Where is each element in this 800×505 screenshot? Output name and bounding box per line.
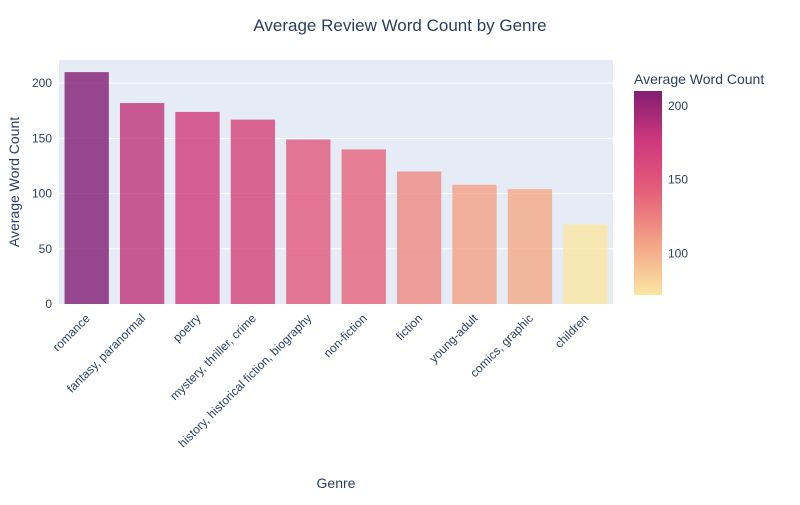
colorbar-tick-label: 200	[668, 99, 688, 113]
bar[interactable]	[286, 139, 331, 304]
bar[interactable]	[563, 224, 608, 304]
bar[interactable]	[396, 171, 442, 304]
y-axis-title: Average Word Count	[6, 117, 22, 247]
bar[interactable]	[341, 149, 386, 304]
bar[interactable]	[507, 189, 553, 304]
colorbar-ticks: 100 150 200	[668, 99, 688, 261]
y-tick-label: 150	[32, 131, 52, 145]
colorbar-tick-label: 100	[668, 247, 688, 261]
bars	[64, 72, 608, 305]
colorbar: Average Word Count 100 150 200	[634, 71, 764, 295]
y-tick-label: 50	[39, 242, 53, 256]
chart-title: Average Review Word Count by Genre	[253, 16, 546, 35]
bar[interactable]	[119, 103, 165, 304]
x-tick-label: children	[552, 311, 592, 351]
colorbar-tick-label: 150	[668, 173, 688, 187]
x-tick-label: non-fiction	[321, 311, 370, 360]
x-tick-label: young-adult	[426, 311, 481, 366]
x-axis-title: Genre	[317, 475, 356, 491]
bar[interactable]	[175, 111, 220, 304]
y-tick-label: 0	[45, 297, 52, 311]
colorbar-title: Average Word Count	[634, 71, 764, 87]
colorbar-gradient	[634, 91, 662, 295]
bar[interactable]	[452, 184, 497, 304]
x-tick-label: romance	[50, 311, 93, 354]
x-tick-label: poetry	[170, 311, 203, 344]
y-tick-label: 100	[32, 187, 52, 201]
y-tick-label: 200	[32, 76, 52, 90]
x-tick-label: fiction	[393, 311, 425, 343]
bar[interactable]	[230, 119, 276, 305]
y-axis-ticks: 0 50 100 150 200	[32, 76, 52, 311]
bar[interactable]	[64, 72, 109, 304]
